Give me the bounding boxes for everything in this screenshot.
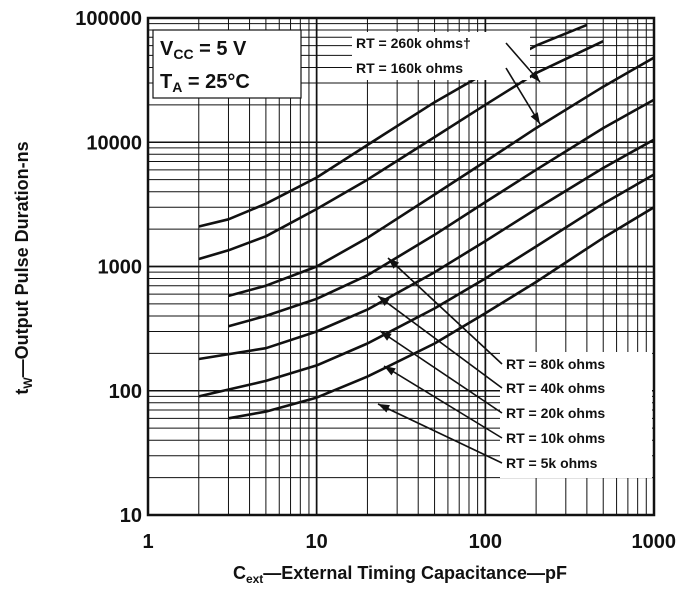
series-line-3 — [228, 56, 655, 298]
leader-arrow-2 — [530, 112, 540, 124]
leader-arrow-3 — [388, 258, 400, 269]
y-tick-label: 100 — [109, 381, 142, 403]
leader-line-6 — [383, 365, 503, 439]
series-line-2 — [198, 40, 604, 261]
series-line-5 — [198, 138, 655, 361]
y-tick-label: 10000 — [86, 132, 142, 154]
leader-arrow-7 — [378, 404, 390, 413]
leader-line-7 — [377, 403, 503, 464]
label-backing — [500, 352, 652, 478]
series-line-7 — [228, 206, 655, 420]
series-label-5: RT = 20k ohms — [506, 405, 605, 421]
curves — [198, 23, 655, 420]
leader-arrow-6 — [384, 366, 396, 376]
series-label-1: RT = 260k ohms† — [356, 35, 471, 51]
y-tick-label: 1000 — [98, 257, 143, 279]
condition-ta: TA = 25°C — [160, 71, 250, 95]
condition-vcc: VCC = 5 V — [160, 38, 247, 62]
x-axis-title: Cext—External Timing Capacitance—pF — [233, 563, 567, 586]
series-label-7: RT = 5k ohms — [506, 455, 598, 471]
leader-line-4 — [377, 295, 503, 389]
x-tick-label: 1 — [142, 531, 153, 553]
x-tick-label: 1000 — [632, 531, 677, 553]
leader-line-3 — [387, 257, 503, 365]
series-line-4 — [228, 98, 655, 328]
series-line-6 — [198, 173, 655, 398]
y-tick-label: 10 — [120, 505, 142, 527]
plot-border — [146, 16, 656, 517]
y-axis-title: tW—Output Pulse Duration-ns — [12, 141, 35, 394]
series-label-2: RT = 160k ohms — [356, 60, 463, 76]
series-label-4: RT = 40k ohms — [506, 380, 605, 396]
leader-arrow-1 — [529, 70, 540, 82]
series-label-6: RT = 10k ohms — [506, 430, 605, 446]
y-tick-label: 100000 — [75, 8, 142, 30]
conditions-box: VCC = 5 V TA = 25°C — [152, 29, 302, 99]
x-tick-label: 100 — [469, 531, 502, 553]
label-backing-top — [352, 32, 530, 80]
leader-line-5 — [379, 330, 503, 414]
leader-arrow-4 — [378, 296, 390, 307]
leader-arrow-5 — [380, 331, 392, 341]
series-label-3: RT = 80k ohms — [506, 356, 605, 372]
x-tick-label: 10 — [306, 531, 328, 553]
plot-frame — [146, 16, 656, 517]
series-labels: RT = 260k ohms† RT = 160k ohms RT = 80k oh… — [352, 32, 652, 478]
